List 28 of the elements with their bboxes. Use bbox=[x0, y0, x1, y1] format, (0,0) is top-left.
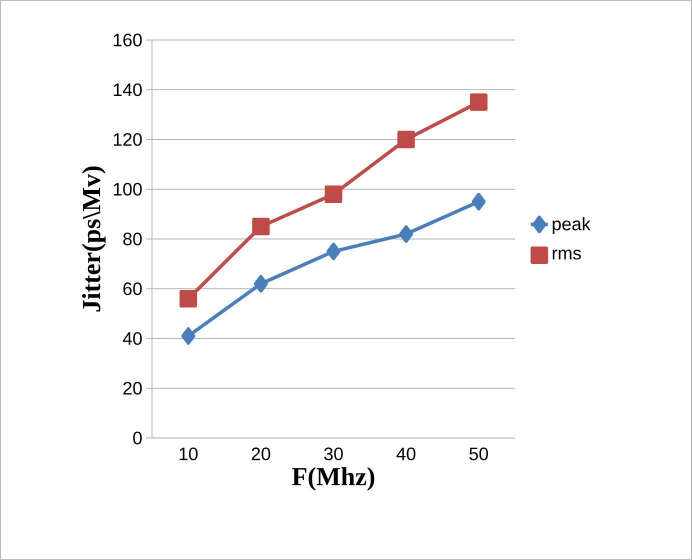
point bbox=[326, 242, 340, 260]
point bbox=[472, 192, 486, 210]
point bbox=[254, 275, 268, 293]
y-tick-label: 160 bbox=[114, 34, 142, 46]
point bbox=[399, 225, 414, 243]
y-tick-label: 100 bbox=[114, 182, 142, 196]
y-tick-label: 20 bbox=[123, 382, 142, 395]
legend-label: rms bbox=[552, 250, 581, 260]
point bbox=[252, 218, 270, 236]
point bbox=[470, 93, 488, 111]
point bbox=[180, 290, 198, 308]
y-tick-label: 80 bbox=[123, 232, 142, 246]
x-tick-label: 30 bbox=[324, 448, 343, 460]
y-tick-label: 120 bbox=[114, 133, 142, 146]
y-tick-label: 60 bbox=[123, 282, 142, 296]
point bbox=[181, 327, 196, 345]
y-axis-title: Jitter(ps\Mv) bbox=[82, 166, 106, 312]
y-tick-label: 0 bbox=[133, 432, 142, 444]
x-tick-label: 40 bbox=[396, 448, 416, 460]
x-tick-label: 20 bbox=[252, 448, 270, 460]
legend-label: peak bbox=[552, 217, 591, 234]
point bbox=[324, 185, 342, 203]
y-tick-label: 40 bbox=[122, 332, 142, 345]
x-tick-label: 10 bbox=[180, 448, 198, 460]
x-tick-label: 50 bbox=[469, 448, 488, 460]
y-tick-label: 140 bbox=[114, 83, 142, 96]
point bbox=[397, 130, 415, 148]
x-axis-title: F(Mhz) bbox=[292, 467, 374, 491]
